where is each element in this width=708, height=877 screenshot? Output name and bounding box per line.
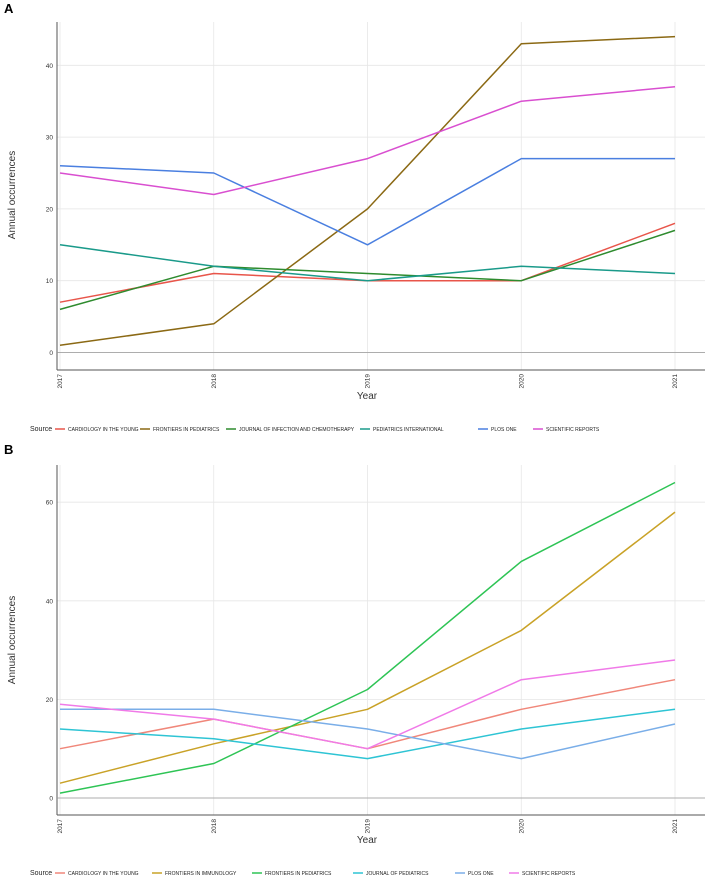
panel-a-series xyxy=(59,35,676,347)
panel-a-x-tick-label: 2017 xyxy=(57,374,64,389)
panel-b-x-tick-label: 2017 xyxy=(57,819,64,834)
legend-label: SCIENTIFIC REPORTS xyxy=(522,871,576,877)
panel-a-x-tick-label: 2021 xyxy=(672,374,679,389)
panel-b-x-tick-label: 2018 xyxy=(211,819,218,834)
panel-a-x-tick-label: 2019 xyxy=(365,374,372,389)
panel-a-y-tick-label: 0 xyxy=(49,350,53,357)
legend-title: Source xyxy=(30,426,52,433)
panel-b-y-tick-label: 60 xyxy=(46,500,54,507)
panel-a-legend: Source CARDIOLOGY IN THE YOUNG FRONTIERS I… xyxy=(30,426,600,433)
panel-b-series xyxy=(59,481,676,794)
legend-label: JOURNAL OF INFECTION AND CHEMOTHERAPY xyxy=(239,427,355,433)
series-line-frontiers-in-immunology xyxy=(59,511,676,784)
series-line-plos-one xyxy=(60,708,676,760)
legend-label: CARDIOLOGY IN THE YOUNG xyxy=(68,427,139,433)
series-line-frontiers-in-pediatrics xyxy=(59,481,676,794)
legend-label: PLOS ONE xyxy=(468,871,494,877)
panel-b-y-axis-title: Annual occurrences xyxy=(7,596,18,684)
panel-a-y-tick-label: 10 xyxy=(46,278,54,285)
legend-label: FRONTIERS IN IMMUNOLOGY xyxy=(165,871,237,877)
panel-a-y-tick-label: 30 xyxy=(46,135,54,142)
panel-b-y-tick-label: 40 xyxy=(46,598,54,605)
legend-label: SCIENTIFIC REPORTS xyxy=(546,427,600,433)
panel-a-label: A xyxy=(4,1,14,16)
panel-b-axes: 2017 2018 2019 2020 2021 0 20 40 60 xyxy=(46,465,705,833)
series-line-journal-of-infection-and-chemotherapy xyxy=(59,229,676,311)
panel-a-x-tick-label: 2020 xyxy=(518,374,525,389)
legend-label: CARDIOLOGY IN THE YOUNG xyxy=(68,871,139,877)
panel-a-x-tick-label: 2018 xyxy=(211,374,218,389)
panel-a-y-axis-title: Annual occurrences xyxy=(7,151,18,239)
panel-b-x-tick-label: 2019 xyxy=(365,819,372,834)
series-line-frontiers-in-pediatrics xyxy=(59,35,676,347)
legend-label: FRONTIERS IN PEDIATRICS xyxy=(153,427,220,433)
panel-b-y-tick-label: 0 xyxy=(49,796,53,803)
panel-a-x-axis-title: Year xyxy=(357,391,378,402)
panel-b-x-tick-label: 2020 xyxy=(518,819,525,834)
series-line-plos-one xyxy=(59,157,675,246)
panel-b-legend: Source CARDIOLOGY IN THE YOUNG FRONTIERS I… xyxy=(30,870,576,877)
series-line-journal-of-pediatrics xyxy=(59,708,676,760)
panel-a-y-tick-label: 40 xyxy=(46,63,54,70)
legend-label: JOURNAL OF PEDIATRICS xyxy=(366,871,429,877)
panel-b-y-tick-label: 20 xyxy=(46,697,54,704)
panel-a-axes: 2017 2018 2019 2020 2021 0 10 20 30 40 xyxy=(46,22,705,388)
panel-b-x-axis-title: Year xyxy=(357,835,378,846)
legend-label: PLOS ONE xyxy=(491,427,517,433)
series-line-scientific-reports xyxy=(59,659,676,750)
legend-title: Source xyxy=(30,870,52,877)
panel-b-label: B xyxy=(4,442,13,457)
series-line-scientific-reports xyxy=(59,86,676,196)
panel-a-grid xyxy=(57,22,705,370)
legend-label: PEDIATRICS INTERNATIONAL xyxy=(373,427,444,433)
legend-label: FRONTIERS IN PEDIATRICS xyxy=(265,871,332,877)
panel-b-x-tick-label: 2021 xyxy=(672,819,679,834)
series-line-pediatrics-international xyxy=(59,244,676,282)
panel-a-y-tick-label: 20 xyxy=(46,206,54,213)
